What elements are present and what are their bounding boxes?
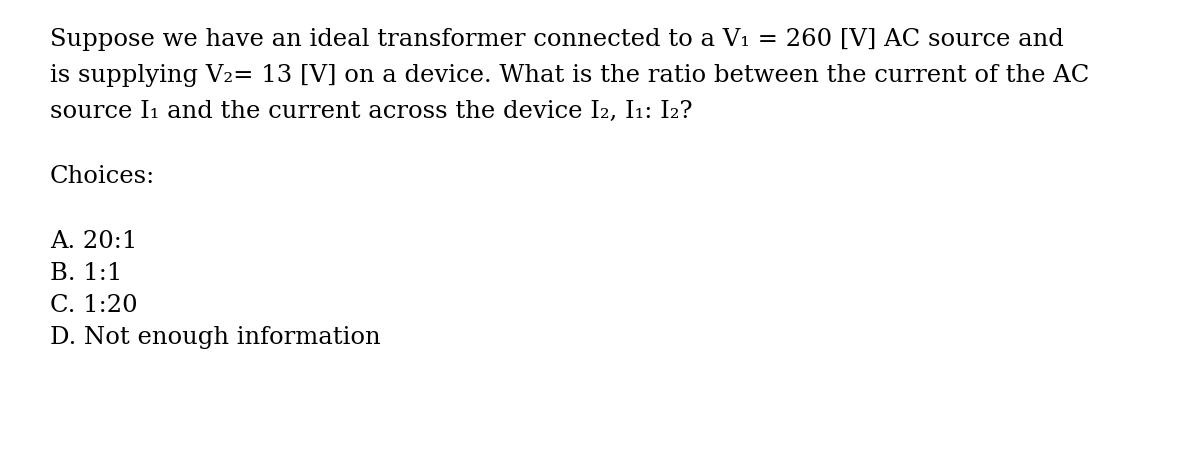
Text: Choices:: Choices:: [50, 165, 155, 188]
Text: source I₁ and the current across the device I₂, I₁: I₂?: source I₁ and the current across the dev…: [50, 100, 692, 123]
Text: A. 20:1: A. 20:1: [50, 230, 137, 253]
Text: B. 1:1: B. 1:1: [50, 262, 122, 285]
Text: Suppose we have an ideal transformer connected to a V₁ = 260 [V] AC source and: Suppose we have an ideal transformer con…: [50, 28, 1063, 51]
Text: C. 1:20: C. 1:20: [50, 294, 138, 317]
Text: is supplying V₂= 13 [V] on a device. What is the ratio between the current of th: is supplying V₂= 13 [V] on a device. Wha…: [50, 64, 1090, 87]
Text: D. Not enough information: D. Not enough information: [50, 326, 380, 349]
